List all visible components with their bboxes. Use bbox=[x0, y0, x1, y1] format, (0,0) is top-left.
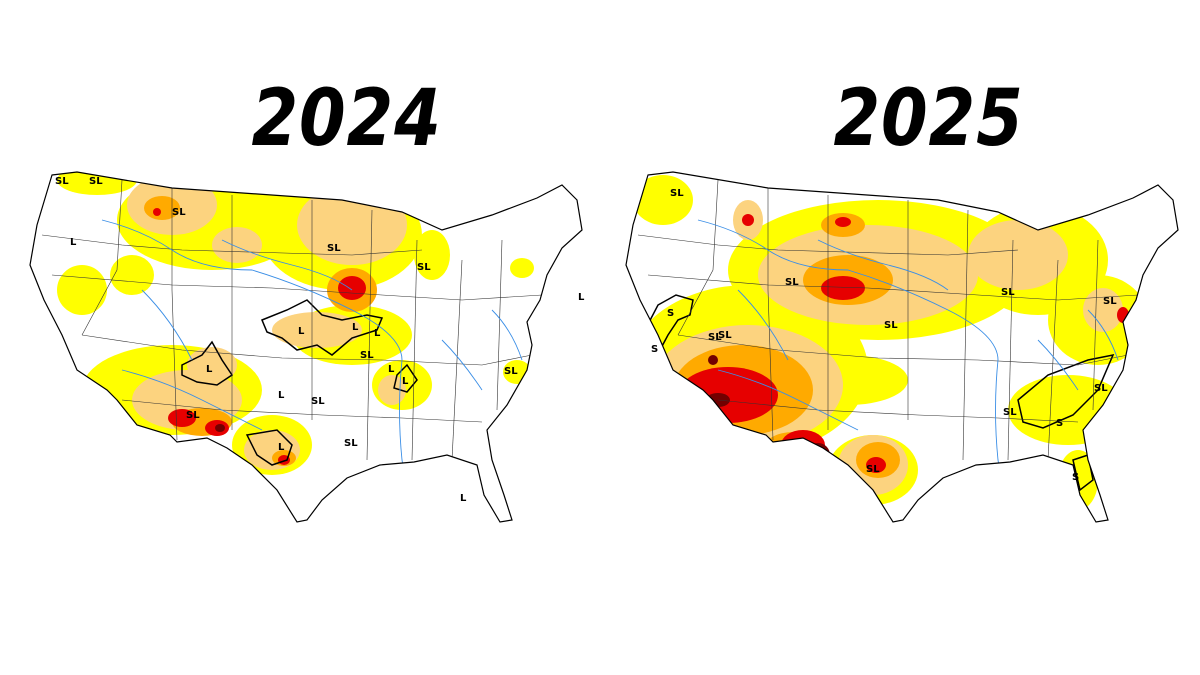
svg-text:SL: SL bbox=[344, 438, 358, 449]
svg-text:SL: SL bbox=[708, 332, 722, 343]
svg-text:SL: SL bbox=[1103, 296, 1117, 307]
svg-text:L: L bbox=[578, 292, 585, 303]
rivers bbox=[101, 219, 523, 491]
svg-text:SL: SL bbox=[311, 396, 325, 407]
svg-text:L: L bbox=[206, 364, 213, 375]
svg-text:L: L bbox=[298, 326, 305, 337]
svg-text:L: L bbox=[402, 376, 409, 387]
state-borders bbox=[41, 179, 543, 461]
svg-text:L: L bbox=[460, 493, 467, 504]
svg-text:SL: SL bbox=[360, 350, 374, 361]
svg-text:L: L bbox=[278, 390, 285, 401]
svg-text:SL: SL bbox=[884, 320, 898, 331]
svg-text:S: S bbox=[667, 308, 674, 319]
svg-text:S: S bbox=[1056, 418, 1063, 429]
svg-text:SL: SL bbox=[417, 262, 431, 273]
svg-text:S: S bbox=[651, 344, 658, 355]
svg-text:L: L bbox=[352, 322, 359, 333]
svg-text:SL: SL bbox=[504, 366, 518, 377]
svg-text:SL: SL bbox=[327, 243, 341, 254]
svg-text:SL: SL bbox=[718, 330, 732, 341]
year-title-2025: 2025 bbox=[833, 74, 1024, 164]
svg-text:SL: SL bbox=[186, 410, 200, 421]
svg-text:S: S bbox=[1072, 472, 1079, 483]
svg-text:SL: SL bbox=[670, 188, 684, 199]
svg-text:L: L bbox=[70, 237, 77, 248]
drought-map-2024: SL SL SL L SL SL L L L SL L L L SL SL L … bbox=[29, 171, 585, 523]
map-labels-2025: SL SL S S SL SL SL SL SL SL SL SL S S SL bbox=[651, 188, 1117, 483]
svg-text:SL: SL bbox=[1094, 383, 1108, 394]
rivers bbox=[697, 219, 1119, 491]
drought-d4-areas bbox=[215, 424, 225, 432]
year-title-2024: 2024 bbox=[251, 74, 442, 164]
state-borders bbox=[637, 179, 1139, 461]
svg-text:L: L bbox=[374, 328, 381, 339]
map-labels-2024: SL SL SL L SL SL L L L SL L L L SL SL L … bbox=[55, 176, 585, 504]
svg-text:SL: SL bbox=[1003, 407, 1017, 418]
svg-text:SL: SL bbox=[89, 176, 103, 187]
svg-text:SL: SL bbox=[172, 207, 186, 218]
svg-text:SL: SL bbox=[866, 464, 880, 475]
svg-text:SL: SL bbox=[785, 277, 799, 288]
svg-text:L: L bbox=[278, 442, 285, 453]
drought-map-2025: SL SL S S SL SL SL SL SL SL SL SL S S SL bbox=[625, 171, 1179, 523]
svg-text:L: L bbox=[388, 364, 395, 375]
svg-text:SL: SL bbox=[55, 176, 69, 187]
svg-text:SL: SL bbox=[1001, 287, 1015, 298]
